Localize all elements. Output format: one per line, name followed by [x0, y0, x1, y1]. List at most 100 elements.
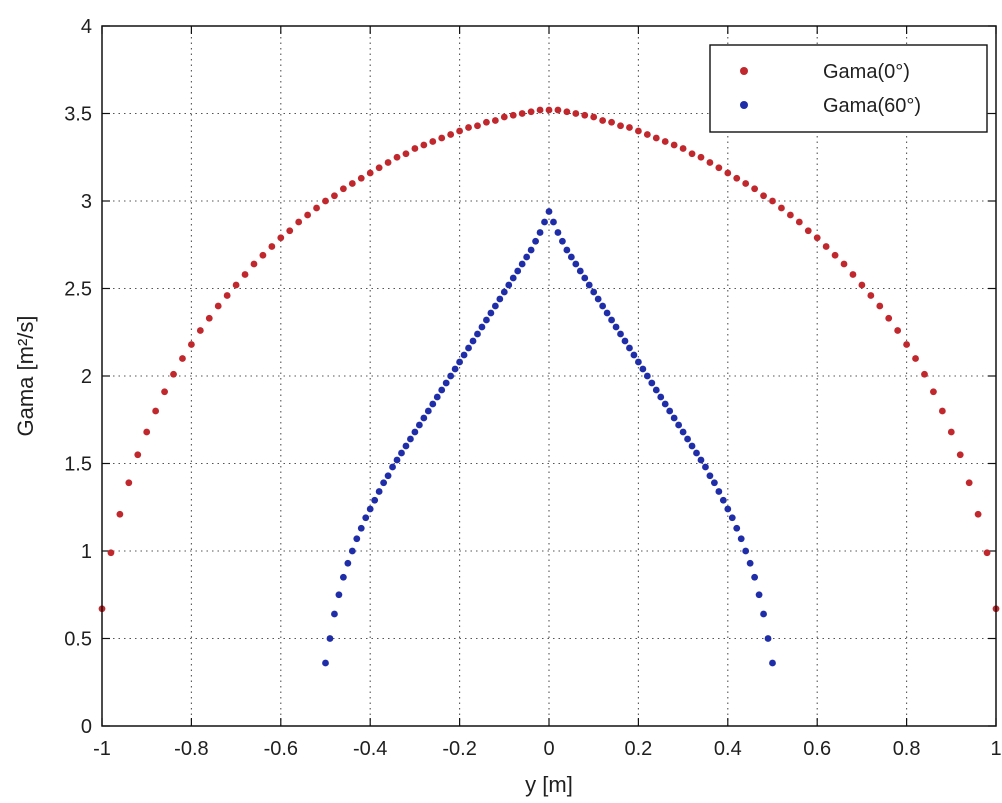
gama-0-point-53: [572, 110, 580, 117]
gama-60-point-77: [666, 407, 674, 415]
gama-60-point-72: [643, 372, 651, 380]
gama-60-point-83: [693, 449, 700, 457]
axis-ticks: -1 -0.8 -0.6 -0.4 -0.2 0 0.2 0.4 0.6 0.8 1 0 0.5 1 1.5…: [64, 16, 1001, 760]
gama-0-point-25: [322, 197, 329, 205]
gama-60-point-95: [746, 559, 754, 567]
plot-frame: [101, 25, 997, 727]
gama-60-point-20: [411, 428, 419, 436]
gama-0-point-55: [590, 113, 598, 121]
gama-0-point-3: [125, 479, 133, 487]
gama-60-point-87: [710, 479, 718, 487]
gama-60-point-89: [719, 496, 727, 504]
gama-0-point-48: [527, 108, 535, 116]
gama-60-point-43: [514, 267, 522, 275]
gama-60-point-62: [599, 302, 607, 310]
gama-60-point-69: [630, 351, 638, 359]
gama-0-point-32: [384, 159, 392, 166]
gama-0-point-34: [402, 150, 410, 158]
gama-60-point-21: [415, 421, 423, 429]
gama-60-point-65: [612, 323, 620, 331]
legend-marker-gama-60: [740, 101, 748, 109]
gama-0-point-14: [223, 292, 231, 299]
gama-60-point-26: [438, 386, 446, 394]
gama-0-point-30: [366, 169, 374, 177]
gama-0-point-90: [903, 341, 910, 348]
gama-60-point-10: [366, 505, 374, 513]
gama-0-point-89: [894, 327, 902, 334]
gama-0-point-15: [232, 281, 240, 289]
y-tick-label-0-5: 0.5: [64, 629, 92, 651]
gama-0-point-45: [500, 113, 508, 121]
gama-60-point-49: [541, 218, 548, 226]
x-tick-label-minus-0-2: -0.2: [442, 738, 476, 760]
gama-0-point-94: [938, 407, 946, 415]
x-tick-label-0-6: 0.6: [803, 738, 831, 760]
gama-0-point-33: [393, 153, 401, 161]
gama-0-point-19: [268, 243, 276, 250]
gama-60-point-9: [362, 514, 370, 522]
gama-60-point-22: [420, 414, 428, 422]
gama-60-point-55: [567, 253, 575, 261]
gama-0-point-51: [554, 106, 562, 114]
y-tick-label-2-5: 2.5: [64, 279, 92, 301]
gama-0-point-6: [152, 407, 160, 415]
gama-0-point-95: [947, 428, 955, 436]
gama-60-point-6: [348, 547, 356, 555]
gama-0-point-9: [179, 355, 186, 362]
x-tick-label-0-4: 0.4: [714, 738, 742, 760]
gama-60-point-4: [339, 573, 347, 581]
gama-60-point-31: [460, 351, 468, 359]
gama-0-point-18: [259, 251, 267, 259]
gama-60-point-67: [621, 337, 629, 345]
legend-label-gama-0: Gama(0°): [823, 61, 910, 83]
gama-0-point-72: [742, 180, 750, 187]
gama-60-point-74: [652, 386, 660, 394]
gama-0-point-65: [679, 145, 687, 152]
y-tick-label-0: 0: [81, 716, 92, 738]
gama-60-point-42: [509, 274, 517, 282]
gama-0-point-38: [438, 134, 446, 142]
gama-60-point-2: [331, 610, 338, 618]
gama-0-point-74: [760, 192, 767, 200]
gama-0-point-28: [348, 180, 356, 187]
y-tick-label-4: 4: [81, 16, 92, 38]
gama-0-point-96: [956, 451, 964, 459]
gama-60-point-84: [697, 456, 705, 464]
gama-0-point-92: [921, 370, 928, 378]
gama-0-point-20: [277, 234, 285, 242]
gama-0-point-58: [617, 122, 624, 130]
gama-60-point-98: [760, 610, 767, 618]
gama-0-point-31: [375, 164, 383, 172]
gama-0-point-24: [313, 204, 320, 212]
gama-60-point-32: [465, 344, 472, 352]
gama-0-point-41: [465, 124, 472, 131]
gama-0-point-37: [429, 138, 437, 145]
series-gama-0: [98, 106, 1000, 613]
gama-0-point-63: [661, 138, 669, 145]
gama-0-point-88: [885, 314, 893, 322]
series-gama-60: [322, 208, 776, 667]
x-tick-label-minus-0-6: -0.6: [264, 738, 298, 760]
gama-0-point-46: [509, 111, 517, 119]
gama-60-point-38: [491, 302, 499, 310]
gama-60-point-76: [661, 400, 669, 408]
gama-0-point-4: [134, 451, 142, 459]
gama-60-point-96: [751, 573, 759, 581]
gama-0-point-57: [608, 118, 615, 126]
gama-60-point-8: [357, 524, 365, 532]
gama-60-point-34: [474, 330, 481, 338]
gama-0-point-23: [304, 211, 312, 219]
gama-60-point-57: [576, 267, 584, 275]
gama-0-point-13: [214, 302, 222, 310]
gama-0-point-71: [733, 174, 741, 182]
x-tick-label-0-2: 0.2: [624, 738, 652, 760]
gama-60-point-60: [590, 288, 598, 296]
gama-60-point-75: [657, 393, 665, 401]
x-axis-label: y [m]: [525, 772, 573, 797]
gama-0-point-1: [107, 549, 115, 557]
gama-0-point-60: [635, 127, 642, 135]
gama-0-point-27: [339, 185, 347, 193]
gama-0-point-91: [912, 355, 919, 362]
gama-60-point-88: [715, 488, 723, 495]
gama-60-point-66: [617, 330, 624, 338]
